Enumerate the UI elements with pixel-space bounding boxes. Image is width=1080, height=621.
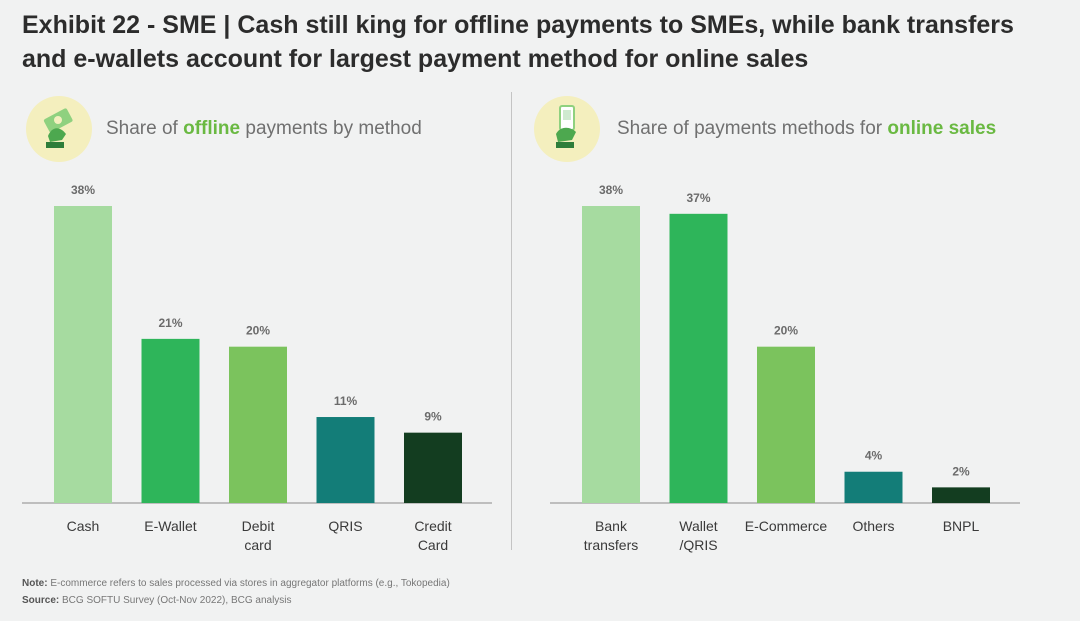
- online-bar-others: [844, 471, 903, 503]
- note-footnote: Note: E-commerce refers to sales process…: [22, 578, 450, 589]
- online-bar-wallet-qris: [669, 213, 728, 503]
- online-value-label-bnpl: 2%: [952, 464, 970, 478]
- online-value-label-e-commerce: 20%: [774, 324, 798, 338]
- online-payments-bar-chart: 38% Bank transfers 37% Wallet/QRIS 20% E-Comme…: [550, 183, 1020, 553]
- offline-value-label-debit-card: 20%: [246, 324, 270, 338]
- offline-value-label-e-wallet: 21%: [158, 316, 182, 330]
- offline-category-label-credit-card: Credit Card: [414, 518, 451, 553]
- online-category-label-others: Others: [852, 518, 894, 534]
- offline-value-label-cash: 38%: [71, 183, 95, 197]
- online-chart-subtitle: Share of payments methods for online sal…: [617, 118, 997, 139]
- offline-category-label-qris: QRIS: [328, 518, 362, 534]
- offline-bar-credit-card: [404, 432, 462, 503]
- page-title: Exhibit 22 - SME | Cash still king for o…: [22, 11, 1014, 73]
- phone-hand-icon: [534, 96, 600, 162]
- online-value-label-wallet-qris: 37%: [686, 191, 710, 205]
- online-value-label-bank-transfers: 38%: [599, 183, 623, 197]
- offline-payments-bar-chart: 38% Cash 21% E-Wallet 20% Debit card 11% QRIS 9% C…: [22, 183, 492, 553]
- online-bar-bank-transfers: [582, 206, 640, 503]
- online-bar-bnpl: [932, 487, 990, 503]
- online-category-label-wallet-qris: Wallet/QRIS: [679, 518, 717, 553]
- offline-bar-qris: [316, 417, 375, 503]
- offline-category-label-e-wallet: E-Wallet: [144, 518, 196, 534]
- online-bar-e-commerce: [757, 346, 815, 503]
- source-footnote: Source: BCG SOFTU Survey (Oct-Nov 2022),…: [22, 595, 292, 606]
- offline-bar-debit-card: [229, 346, 287, 503]
- online-category-label-bnpl: BNPL: [943, 518, 980, 534]
- offline-value-label-credit-card: 9%: [424, 410, 442, 424]
- online-category-label-bank-transfers: Bank transfers: [584, 518, 638, 553]
- money-hand-icon: [26, 96, 92, 162]
- offline-bar-e-wallet: [141, 338, 200, 503]
- panel-divider: [511, 92, 512, 550]
- offline-category-label-cash: Cash: [67, 518, 100, 534]
- online-value-label-others: 4%: [865, 449, 883, 463]
- online-category-label-e-commerce: E-Commerce: [745, 518, 828, 534]
- offline-value-label-qris: 11%: [334, 394, 358, 408]
- offline-category-label-debit-card: Debit card: [242, 518, 275, 553]
- offline-chart-subtitle: Share of offline payments by method: [106, 118, 422, 139]
- offline-bar-cash: [54, 206, 112, 503]
